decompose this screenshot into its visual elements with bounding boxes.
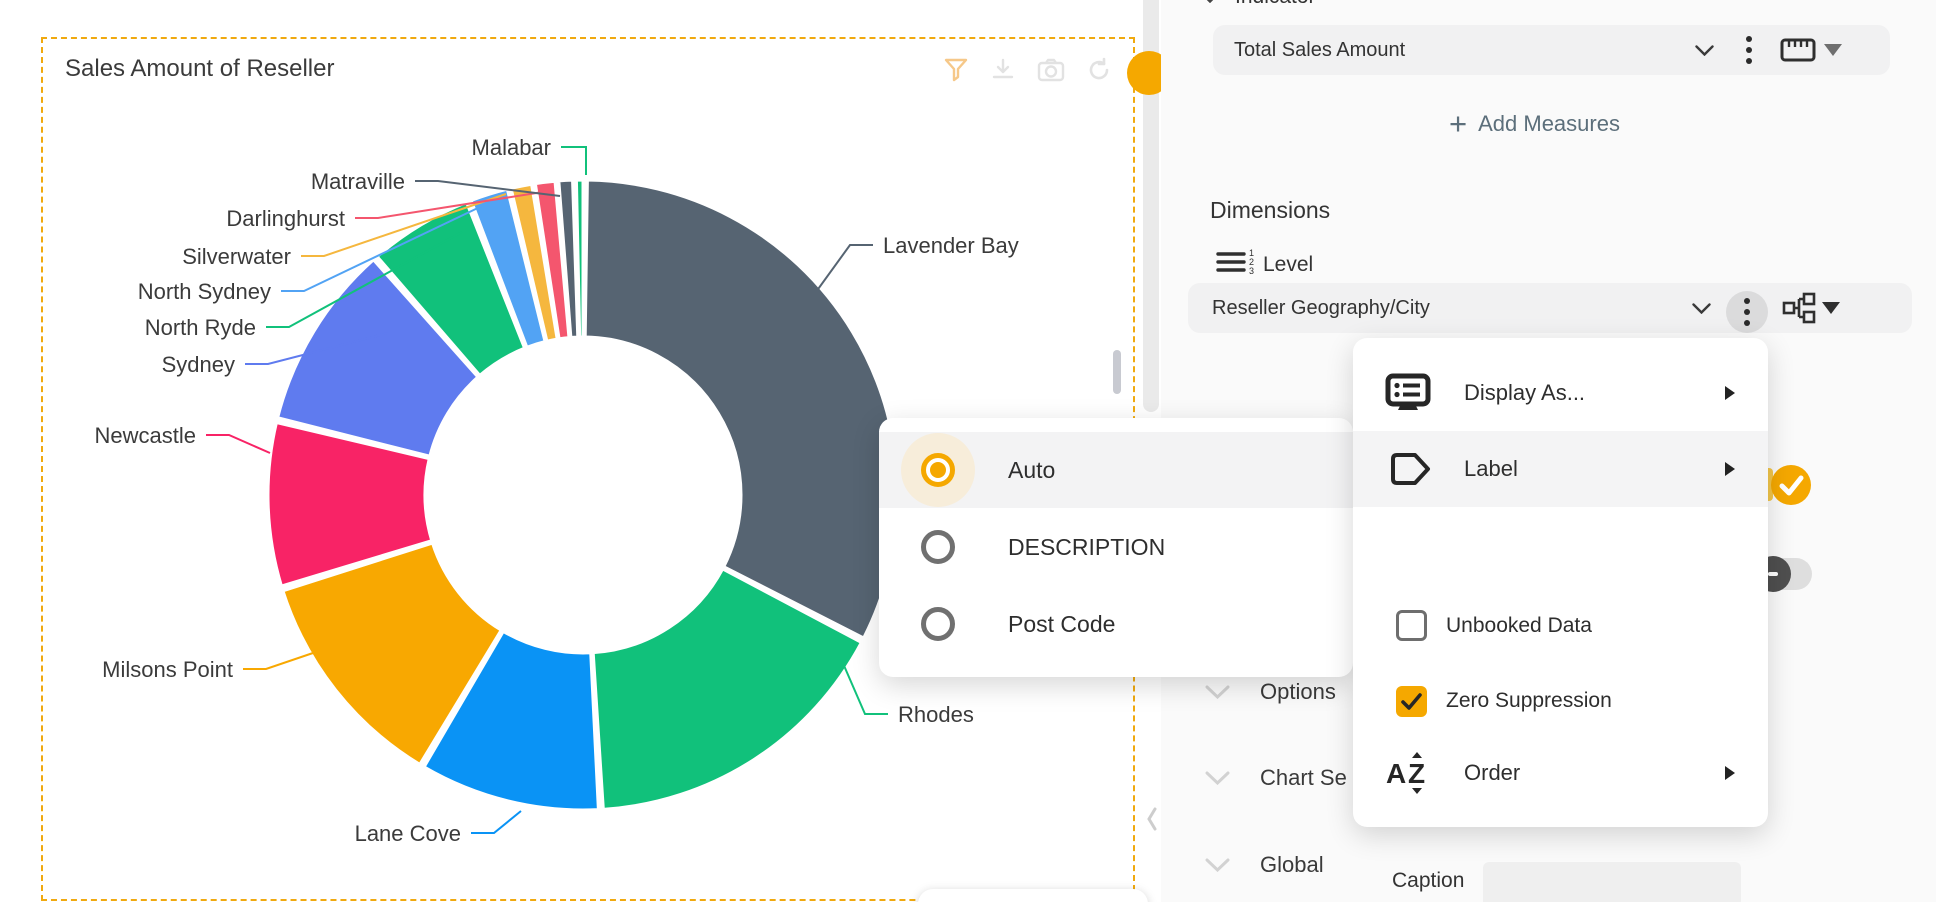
chevron-down-icon [1205, 685, 1230, 699]
plus-icon: + [1449, 106, 1468, 141]
caption-label: Caption [1392, 869, 1465, 892]
menu-item-display-as[interactable]: Display As... [1353, 362, 1768, 424]
menu-item-label: Label [1464, 456, 1518, 481]
dimensions-section-header: Dimensions [1210, 197, 1331, 223]
submenu-option-post-code[interactable]: Post Code [879, 586, 1353, 663]
add-measures-label: Add Measures [1478, 110, 1620, 136]
submenu-option-auto[interactable]: Auto [879, 432, 1353, 509]
svg-text:2: 2 [1249, 257, 1254, 267]
chevron-down-icon [1207, 0, 1213, 3]
camera-icon[interactable] [1037, 57, 1065, 83]
section-global[interactable]: Global [1205, 852, 1324, 878]
section-chart-settings-label: Chart Se [1260, 765, 1347, 790]
measure-row[interactable]: Total Sales Amount [1213, 25, 1890, 75]
ruler-icon[interactable] [1780, 25, 1816, 75]
submenu-option-label: Post Code [1008, 611, 1116, 637]
radio-unselected-icon [921, 530, 955, 564]
confirm-check-button[interactable] [1771, 465, 1811, 505]
section-chart-settings[interactable]: Chart Se [1205, 765, 1347, 791]
indicator-header-label: Indicator [1235, 0, 1316, 9]
label-submenu: Auto DESCRIPTION Post Code [879, 418, 1353, 677]
submenu-option-label: DESCRIPTION [1008, 534, 1166, 560]
widget-scrollbar-thumb[interactable] [1113, 350, 1121, 394]
kebab-menu-icon [1726, 291, 1768, 333]
chevron-down-icon[interactable] [1695, 25, 1714, 75]
menu-item-zero-suppression[interactable]: Zero Suppression [1353, 670, 1768, 732]
section-global-label: Global [1260, 852, 1324, 877]
menu-item-label[interactable]: Label [1353, 438, 1768, 500]
radio-unselected-icon [921, 607, 955, 641]
dimension-value: Reseller Geography/City [1212, 296, 1430, 319]
section-options[interactable]: Options [1205, 679, 1336, 705]
radio-selected-icon [921, 453, 955, 487]
chevron-down-icon[interactable] [1692, 283, 1711, 333]
caption-input[interactable] [1483, 862, 1741, 902]
panel-scrollbar-track[interactable] [1143, 0, 1159, 412]
dimension-row[interactable]: Reseller Geography/City [1188, 283, 1912, 333]
download-icon[interactable] [990, 57, 1016, 83]
triangle-down-icon[interactable] [1824, 25, 1842, 75]
chevron-down-icon [1205, 771, 1230, 785]
refresh-icon[interactable] [1086, 57, 1112, 83]
checkbox-checked-icon[interactable] [1396, 686, 1427, 717]
submenu-arrow-icon [1725, 766, 1735, 780]
bottom-toolbar-pill[interactable] [918, 889, 1148, 902]
triangle-down-icon[interactable] [1822, 283, 1840, 333]
measure-value: Total Sales Amount [1234, 38, 1406, 61]
menu-item-label: Display As... [1464, 380, 1586, 405]
menu-row-highlight [1353, 431, 1768, 507]
widget-title: Sales Amount of Reseller [65, 55, 335, 82]
submenu-arrow-icon [1725, 386, 1735, 400]
widget-toolbar [943, 57, 1112, 83]
svg-text:Z: Z [1408, 758, 1425, 789]
kebab-menu-button-active[interactable] [1726, 287, 1768, 337]
hierarchy-icon[interactable] [1782, 283, 1816, 333]
menu-item-label: Order [1464, 760, 1521, 785]
dimension-context-menu: Display As... Label Caption Unbooked Dat… [1353, 338, 1768, 902]
svg-text:1: 1 [1249, 248, 1254, 258]
menu-item-unbooked-data[interactable]: Unbooked Data [1353, 595, 1768, 657]
menu-item-label: Unbooked Data [1446, 614, 1592, 637]
filter-icon[interactable] [943, 57, 969, 83]
menu-item-label: Zero Suppression [1446, 689, 1612, 712]
tag-icon [1390, 452, 1432, 486]
display-icon [1385, 373, 1431, 413]
submenu-arrow-icon [1725, 462, 1735, 476]
panel-collapse-chevron-icon[interactable] [1146, 806, 1158, 837]
section-options-label: Options [1260, 679, 1336, 704]
kebab-menu-icon[interactable] [1745, 25, 1753, 75]
svg-text:A: A [1386, 758, 1406, 789]
level-label: Level [1263, 253, 1314, 276]
svg-text:3: 3 [1249, 266, 1254, 276]
indicator-section-header[interactable]: Indicator [1201, 0, 1316, 9]
checkbox-unchecked-icon[interactable] [1396, 610, 1427, 641]
submenu-option-label: Auto [1008, 457, 1056, 483]
add-measures-button[interactable]: + Add Measures [1449, 108, 1620, 139]
check-icon [1779, 475, 1804, 496]
chevron-down-icon [1205, 858, 1230, 872]
submenu-option-description[interactable]: DESCRIPTION [879, 509, 1353, 586]
